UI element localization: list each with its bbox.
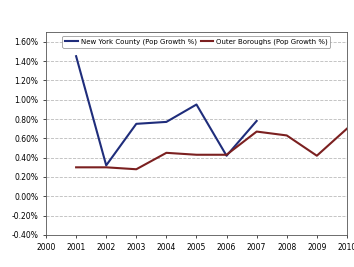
New York County (Pop Growth %) xyxy=(255,119,259,123)
Outer Boroughs (Pop Growth %) xyxy=(104,166,108,169)
New York County (Pop Growth %) xyxy=(134,122,138,125)
Line: Outer Boroughs (Pop Growth %): Outer Boroughs (Pop Growth %) xyxy=(76,129,347,169)
Outer Boroughs (Pop Growth %) xyxy=(134,168,138,171)
Line: New York County (Pop Growth %): New York County (Pop Growth %) xyxy=(76,56,257,165)
New York County (Pop Growth %) xyxy=(194,103,199,106)
Outer Boroughs (Pop Growth %) xyxy=(345,127,349,130)
Outer Boroughs (Pop Growth %) xyxy=(194,153,199,156)
Legend: New York County (Pop Growth %), Outer Boroughs (Pop Growth %): New York County (Pop Growth %), Outer Bo… xyxy=(62,36,331,48)
New York County (Pop Growth %) xyxy=(104,164,108,167)
Outer Boroughs (Pop Growth %) xyxy=(164,151,169,154)
Outer Boroughs (Pop Growth %) xyxy=(74,166,78,169)
Outer Boroughs (Pop Growth %) xyxy=(315,154,319,157)
Outer Boroughs (Pop Growth %) xyxy=(285,134,289,137)
Outer Boroughs (Pop Growth %) xyxy=(224,153,229,156)
New York County (Pop Growth %) xyxy=(224,154,229,157)
Outer Boroughs (Pop Growth %) xyxy=(255,130,259,133)
New York County (Pop Growth %) xyxy=(74,54,78,58)
New York County (Pop Growth %) xyxy=(164,120,169,124)
